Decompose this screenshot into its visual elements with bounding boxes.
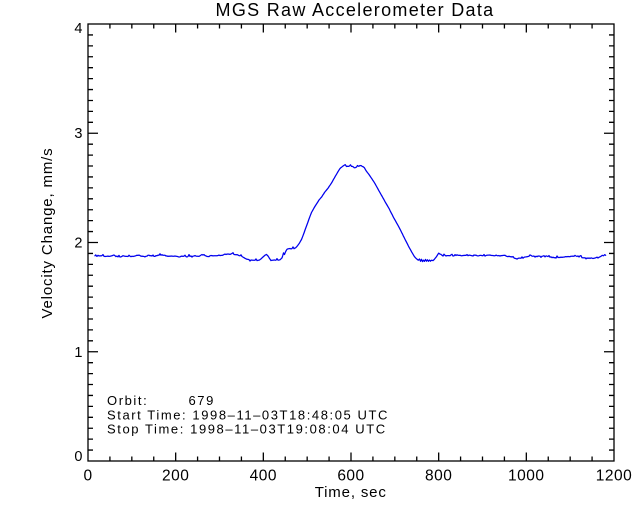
svg-text:679: 679 — [189, 393, 215, 408]
svg-text:Time, sec: Time, sec — [315, 484, 387, 501]
svg-text:1: 1 — [74, 345, 82, 361]
svg-text:400: 400 — [250, 467, 277, 484]
svg-text:MGS Raw Accelerometer Data: MGS Raw Accelerometer Data — [216, 0, 495, 20]
svg-text:200: 200 — [162, 467, 189, 484]
svg-text:Start Time: 1998–11–03T18:48:0: Start Time: 1998–11–03T18:48:05 UTC — [107, 407, 389, 422]
svg-text:2: 2 — [74, 236, 82, 252]
svg-text:Orbit:: Orbit: — [107, 393, 148, 408]
svg-text:3: 3 — [74, 126, 82, 142]
svg-text:0: 0 — [74, 449, 82, 465]
svg-text:0: 0 — [83, 467, 92, 484]
svg-text:Velocity Change, mm/s: Velocity Change, mm/s — [39, 147, 56, 318]
svg-text:1000: 1000 — [508, 467, 544, 484]
svg-text:4: 4 — [74, 21, 82, 37]
svg-text:800: 800 — [425, 467, 452, 484]
svg-text:1200: 1200 — [596, 467, 632, 484]
svg-text:600: 600 — [337, 467, 364, 484]
svg-text:Stop Time: 1998–11–03T19:08:04: Stop Time: 1998–11–03T19:08:04 UTC — [107, 422, 387, 437]
